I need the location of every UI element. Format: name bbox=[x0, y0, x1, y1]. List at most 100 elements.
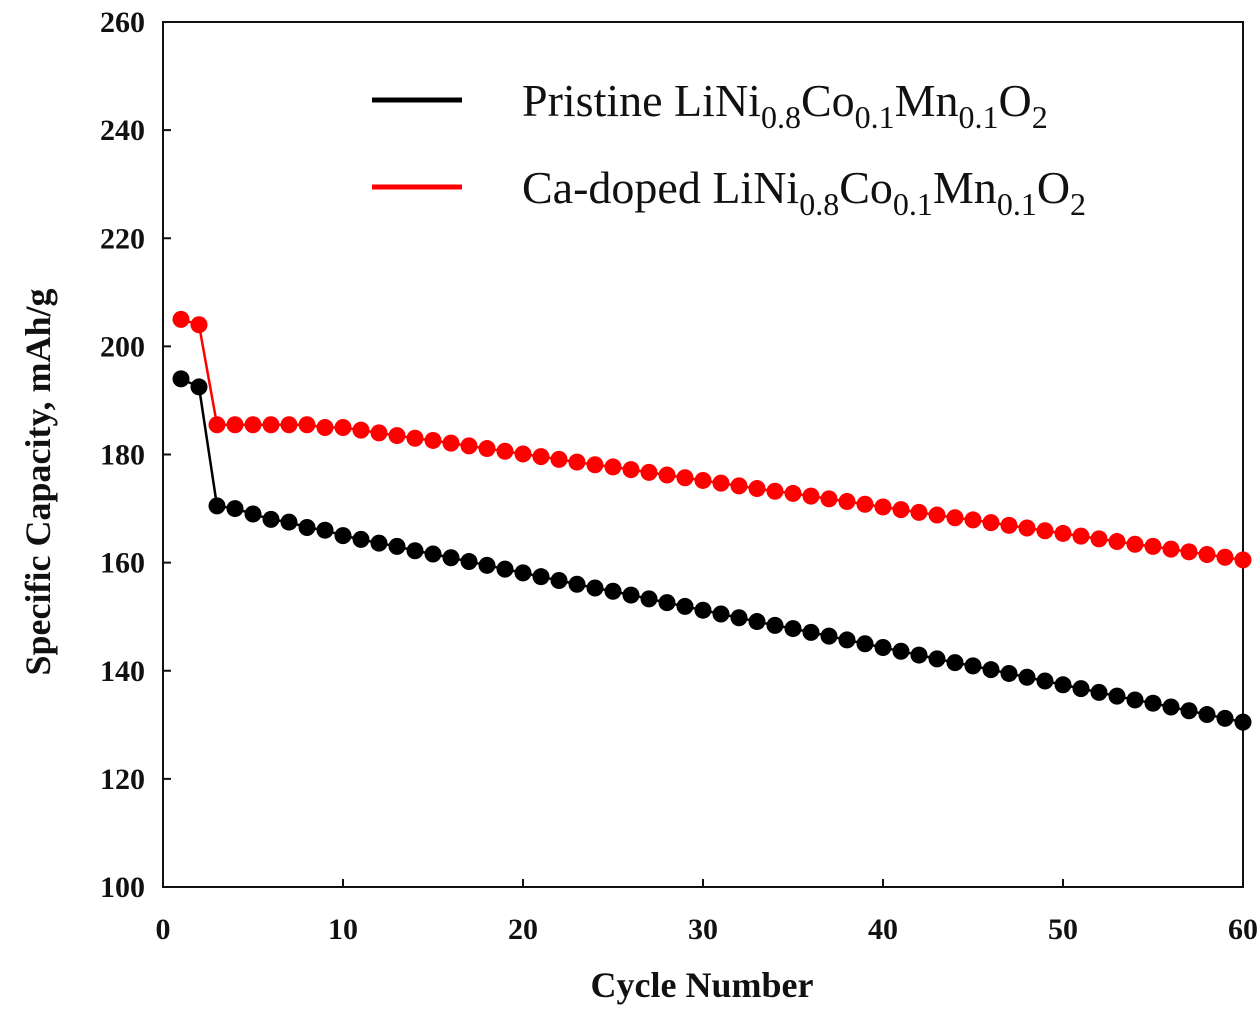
x-tick-label: 50 bbox=[1048, 913, 1078, 946]
data-point bbox=[856, 635, 874, 653]
data-point bbox=[910, 646, 928, 664]
y-tick-label: 260 bbox=[100, 6, 145, 39]
data-point bbox=[172, 310, 190, 328]
series-ca-doped bbox=[172, 310, 1252, 569]
data-point bbox=[1216, 548, 1234, 566]
data-point bbox=[334, 418, 352, 436]
data-point bbox=[946, 509, 964, 527]
data-point bbox=[1126, 535, 1144, 553]
data-point bbox=[766, 482, 784, 500]
data-point bbox=[496, 560, 514, 578]
data-point bbox=[1234, 551, 1252, 569]
data-point bbox=[874, 639, 892, 657]
data-point bbox=[406, 542, 424, 560]
data-point bbox=[352, 421, 370, 439]
x-axis-label: Cycle Number bbox=[591, 965, 814, 1005]
data-point bbox=[532, 568, 550, 586]
data-point bbox=[514, 445, 532, 463]
data-point bbox=[802, 623, 820, 641]
data-point bbox=[1072, 680, 1090, 698]
y-tick-label: 220 bbox=[100, 222, 145, 255]
data-point bbox=[766, 616, 784, 634]
x-tick-label: 40 bbox=[868, 913, 898, 946]
legend-label: Pristine LiNi0.8Co0.1Mn0.1O2 bbox=[522, 75, 1048, 135]
data-point bbox=[820, 490, 838, 508]
y-tick-label: 140 bbox=[100, 655, 145, 688]
data-point bbox=[1198, 546, 1216, 564]
data-point bbox=[820, 627, 838, 645]
data-point bbox=[586, 579, 604, 597]
data-point bbox=[640, 590, 658, 608]
data-point bbox=[262, 510, 280, 528]
data-point bbox=[478, 556, 496, 574]
data-point bbox=[406, 429, 424, 447]
data-point bbox=[460, 437, 478, 455]
y-tick-label: 100 bbox=[100, 871, 145, 904]
data-point bbox=[316, 521, 334, 539]
data-point bbox=[1144, 694, 1162, 712]
y-tick-label: 120 bbox=[100, 763, 145, 796]
data-point bbox=[370, 534, 388, 552]
data-point bbox=[1108, 533, 1126, 551]
y-tick-label: 160 bbox=[100, 547, 145, 580]
series-line bbox=[180, 318, 1244, 562]
data-point bbox=[946, 654, 964, 672]
data-point bbox=[910, 503, 928, 521]
legend: Pristine LiNi0.8Co0.1Mn0.1O2 Ca-doped LiN… bbox=[372, 75, 1086, 222]
data-point bbox=[1090, 530, 1108, 548]
data-point bbox=[1234, 713, 1252, 731]
x-tick-label: 0 bbox=[156, 913, 171, 946]
data-point bbox=[388, 537, 406, 555]
data-point bbox=[568, 453, 586, 471]
data-point bbox=[424, 545, 442, 563]
data-point bbox=[928, 506, 946, 524]
data-point bbox=[1216, 709, 1234, 727]
data-point bbox=[892, 501, 910, 519]
data-point bbox=[460, 553, 478, 571]
data-point bbox=[1126, 691, 1144, 709]
data-point bbox=[298, 416, 316, 434]
data-point bbox=[658, 594, 676, 612]
data-point bbox=[604, 458, 622, 476]
data-point bbox=[838, 493, 856, 511]
data-point bbox=[838, 631, 856, 649]
data-point bbox=[928, 650, 946, 668]
x-tick-label: 60 bbox=[1228, 913, 1258, 946]
data-point bbox=[1018, 668, 1036, 686]
data-point bbox=[226, 416, 244, 434]
x-tick-label: 30 bbox=[688, 913, 718, 946]
data-point bbox=[208, 416, 226, 434]
x-tick-label: 10 bbox=[328, 913, 358, 946]
data-point bbox=[1054, 676, 1072, 694]
y-tick-label: 180 bbox=[100, 439, 145, 472]
data-point bbox=[424, 431, 442, 449]
data-point bbox=[730, 477, 748, 495]
data-point bbox=[1036, 672, 1054, 690]
data-point bbox=[874, 498, 892, 516]
data-point bbox=[334, 527, 352, 545]
data-point bbox=[748, 613, 766, 631]
x-tick-label: 20 bbox=[508, 913, 538, 946]
series-pristine bbox=[172, 370, 1252, 731]
data-point bbox=[280, 416, 298, 434]
data-point bbox=[1180, 702, 1198, 720]
data-point bbox=[1000, 516, 1018, 534]
data-point bbox=[1000, 664, 1018, 682]
data-point bbox=[478, 440, 496, 458]
data-point bbox=[316, 418, 334, 436]
data-point bbox=[694, 601, 712, 619]
data-point bbox=[1108, 687, 1126, 705]
data-point bbox=[388, 427, 406, 445]
data-point bbox=[1036, 522, 1054, 540]
data-point bbox=[1180, 543, 1198, 561]
data-point bbox=[190, 378, 208, 396]
data-point bbox=[496, 442, 514, 460]
data-point bbox=[1054, 524, 1072, 542]
data-point bbox=[1018, 519, 1036, 537]
data-point bbox=[676, 469, 694, 487]
data-point bbox=[280, 513, 298, 531]
y-tick-label: 200 bbox=[100, 330, 145, 363]
data-point bbox=[640, 463, 658, 481]
data-point bbox=[604, 582, 622, 600]
